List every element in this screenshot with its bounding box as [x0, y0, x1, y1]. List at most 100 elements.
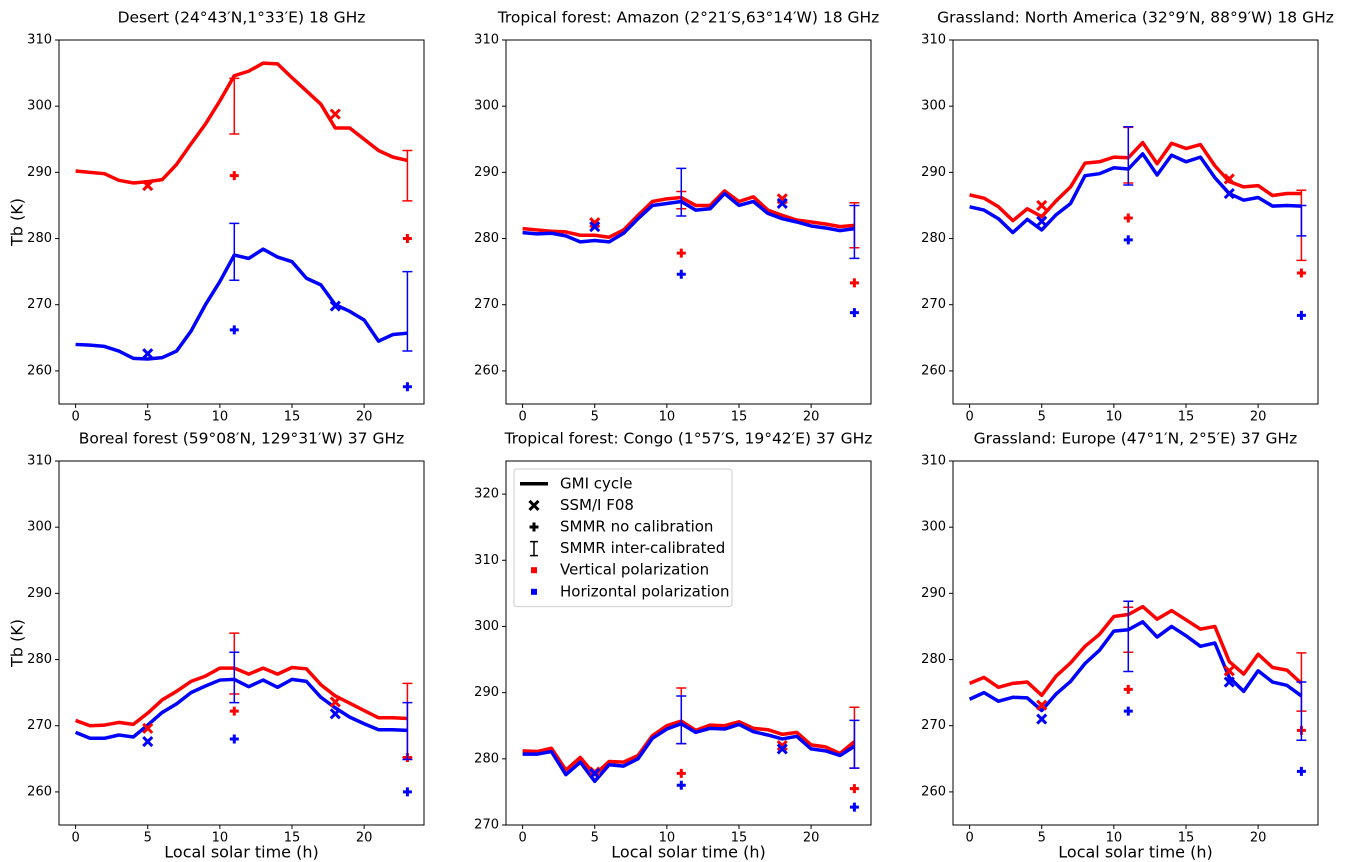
smmr-marker	[229, 734, 239, 744]
chart-title: Grassland: North America (32°9′N, 88°9′W…	[937, 9, 1334, 27]
smmr-marker	[1296, 766, 1306, 776]
smmr-marker	[676, 768, 686, 778]
ssmi-marker	[1036, 699, 1048, 711]
error-bar	[1296, 681, 1307, 742]
y-tick-label: 270	[921, 718, 946, 733]
error-bar	[229, 77, 240, 135]
error-bar	[849, 204, 860, 260]
legend-label: GMI cycle	[560, 474, 633, 492]
x-tick-label: 0	[518, 831, 526, 846]
plot-frame	[58, 460, 425, 826]
gmi-line	[75, 61, 408, 185]
error-bar	[402, 270, 413, 352]
y-tick-label: 260	[27, 784, 52, 799]
smmr-marker	[1296, 310, 1306, 320]
plot-frame	[505, 460, 872, 826]
y-tick-label: 280	[921, 652, 946, 667]
smmr-marker	[402, 787, 412, 797]
error-bar	[402, 149, 413, 202]
legend-errorbar	[530, 540, 538, 557]
ssmi-marker	[1036, 713, 1048, 725]
x-tick-label: 20	[1250, 410, 1267, 425]
x-tick-label: 10	[212, 831, 229, 846]
x-tick-label: 10	[659, 410, 676, 425]
ssmi-marker	[329, 300, 341, 312]
x-tick-label: 5	[1038, 410, 1046, 425]
x-tick-label: 0	[71, 831, 79, 846]
y-tick-label: 290	[474, 165, 499, 180]
x-tick-label: 20	[356, 831, 373, 846]
x-tick-label: 10	[659, 831, 676, 846]
plot-frame	[505, 39, 872, 405]
legend-label: SSM/I F08	[560, 496, 634, 514]
gmi-line	[522, 191, 855, 244]
y-tick-label: 270	[474, 818, 499, 833]
x-tick-label: 10	[212, 410, 229, 425]
ssmi-marker	[142, 736, 154, 748]
gmi-line	[968, 604, 1303, 698]
y-tick-label: 310	[474, 33, 499, 48]
x-tick-label: 20	[356, 410, 373, 425]
y-axis-label: Tb (K)	[8, 619, 27, 668]
smmr-marker	[849, 784, 859, 794]
y-tick-label: 300	[27, 520, 52, 535]
smmr-marker	[676, 780, 686, 790]
x-tick-label: 0	[71, 410, 79, 425]
ssmi-marker	[329, 696, 341, 708]
y-tick-label: 320	[474, 487, 499, 502]
x-tick-label: 15	[731, 831, 748, 846]
smmr-marker	[229, 171, 239, 181]
chart-title: Grassland: Europe (47°1′N, 2°5′E) 37 GHz	[974, 430, 1298, 448]
x-tick-label: 15	[284, 410, 301, 425]
gmi-line	[74, 677, 408, 741]
ssmi-marker	[1223, 187, 1235, 200]
x-tick-label: 15	[284, 831, 301, 846]
ssmi-marker	[1223, 173, 1235, 185]
error-bar	[849, 719, 860, 769]
legend-label: Vertical polarization	[560, 561, 709, 579]
y-tick-label: 280	[474, 751, 499, 766]
x-tick-label: 20	[1250, 831, 1267, 846]
y-tick-label: 300	[921, 99, 946, 114]
plot-frame	[952, 460, 1319, 826]
y-tick-label: 280	[921, 231, 946, 246]
x-tick-label: 5	[591, 410, 599, 425]
ssmi-marker	[776, 740, 788, 752]
legend-label: SMMR no calibration	[560, 518, 713, 536]
smmr-marker	[1123, 706, 1133, 716]
y-tick-label: 270	[474, 297, 499, 312]
y-tick-label: 270	[27, 297, 52, 312]
legend-box	[513, 468, 733, 608]
x-tick-label: 0	[965, 410, 973, 425]
y-tick-label: 310	[921, 33, 946, 48]
chart-title: Boreal forest (59°08′N, 129°31′W) 37 GHz	[79, 430, 405, 448]
y-tick-label: 300	[474, 619, 499, 634]
y-tick-label: 280	[27, 231, 52, 246]
x-tick-label: 5	[591, 831, 599, 846]
smmr-marker	[1296, 268, 1306, 278]
y-tick-label: 290	[921, 165, 946, 180]
y-tick-label: 310	[27, 454, 52, 469]
x-axis-label: Local solar time (h)	[1058, 843, 1212, 862]
smmr-marker	[849, 278, 859, 288]
x-axis-label: Local solar time (h)	[611, 843, 765, 862]
ssmi-marker	[142, 180, 154, 192]
x-tick-label: 0	[518, 410, 526, 425]
smmr-marker	[849, 308, 859, 318]
y-tick-label: 310	[921, 454, 946, 469]
gmi-line	[75, 247, 408, 361]
chart-title: Desert (24°43′N,1°33′E) 18 GHz	[118, 9, 366, 27]
legend-x	[528, 499, 540, 511]
legend-square	[531, 567, 537, 574]
smmr-marker	[1123, 213, 1133, 223]
gmi-line	[522, 189, 855, 239]
ssmi-marker	[142, 722, 154, 734]
error-bar	[1123, 600, 1134, 673]
gmi-line	[522, 721, 856, 784]
x-tick-label: 0	[965, 831, 973, 846]
smmr-marker	[229, 706, 239, 716]
x-tick-label: 15	[731, 410, 748, 425]
ssmi-marker	[776, 743, 788, 755]
ssmi-marker	[589, 767, 601, 779]
smmr-marker	[1123, 235, 1133, 245]
